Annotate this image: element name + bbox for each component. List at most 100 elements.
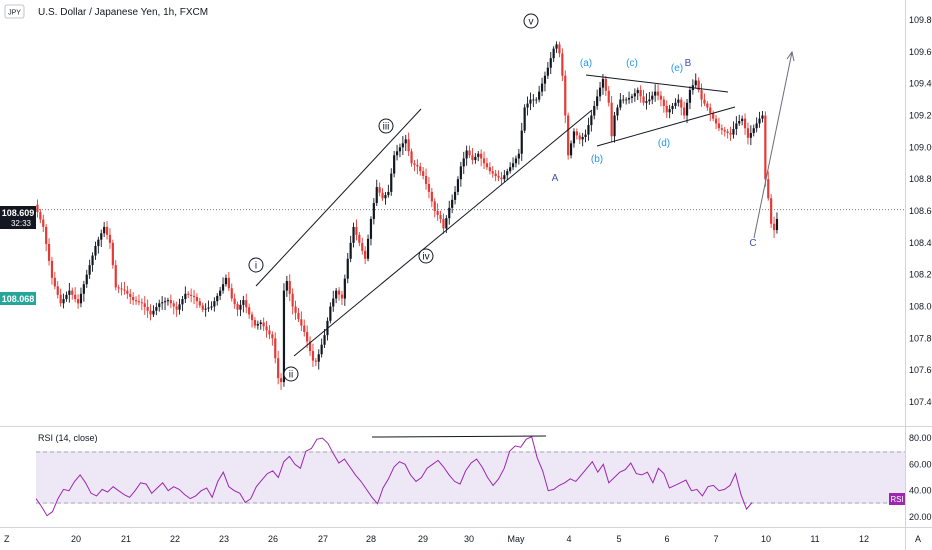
candle	[732, 121, 735, 139]
candle	[633, 88, 636, 102]
candle	[369, 216, 373, 246]
candle	[543, 71, 547, 92]
candle	[529, 92, 532, 111]
candle	[59, 288, 62, 307]
price-tick-label: 107.600	[909, 365, 932, 375]
rsi-series	[35, 435, 753, 517]
candle	[598, 81, 602, 102]
candle	[94, 241, 97, 260]
candle	[375, 179, 378, 207]
prev-level-tag: 108.068	[0, 292, 36, 305]
candle	[712, 110, 715, 122]
candle	[143, 296, 146, 315]
candle	[268, 325, 271, 340]
wave-a-label: (a)	[580, 58, 592, 69]
candle	[314, 357, 317, 367]
candle	[596, 89, 599, 110]
candle	[714, 115, 718, 129]
price-tick-label: 109.000	[909, 142, 932, 152]
candle	[36, 199, 39, 218]
candle	[555, 41, 558, 53]
candle	[758, 111, 761, 128]
candle	[306, 325, 309, 349]
candle	[677, 94, 680, 107]
price-tick-label: 107.800	[909, 333, 932, 343]
candle	[343, 274, 346, 306]
candle	[422, 167, 425, 180]
candle	[236, 301, 239, 317]
candle	[230, 283, 233, 302]
candle	[468, 145, 471, 159]
candle	[424, 168, 428, 190]
rsi-axis[interactable]: 80.00 60.00 40.00 20.00	[909, 433, 932, 522]
candle	[262, 317, 265, 331]
candle	[671, 103, 674, 115]
candle	[645, 93, 648, 110]
rsi-band	[36, 451, 905, 504]
candle	[274, 332, 277, 364]
candle	[384, 191, 387, 205]
candle	[74, 287, 77, 303]
candle	[198, 297, 201, 309]
candle	[538, 85, 541, 103]
candle	[517, 148, 520, 165]
candle	[546, 62, 549, 79]
candle	[184, 286, 187, 303]
candle	[575, 128, 578, 140]
channel-lower-line	[293, 109, 593, 357]
candle	[749, 125, 752, 146]
candle	[465, 145, 468, 166]
svg-text:v: v	[529, 17, 534, 28]
candle	[477, 151, 480, 162]
candle	[140, 298, 143, 310]
candle	[474, 153, 477, 164]
candle	[500, 171, 503, 186]
timezone-icon[interactable]: Z	[4, 534, 10, 544]
candle	[82, 280, 85, 302]
time-axis[interactable]: 20 21 22 23 26 27 28 29 30 May 4 5 6 7 10 11 12	[71, 534, 869, 544]
candle	[85, 269, 88, 288]
wave-A-label: A	[552, 173, 559, 184]
candle	[648, 92, 651, 105]
candle	[741, 115, 744, 126]
candle	[277, 350, 280, 385]
candle	[772, 216, 776, 238]
candle	[242, 295, 245, 313]
svg-text:iv: iv	[422, 252, 429, 263]
candle	[674, 98, 677, 109]
candle	[169, 294, 172, 309]
candle	[703, 93, 706, 106]
price-tick-label: 107.400	[909, 397, 932, 407]
projection-arrow	[753, 50, 795, 239]
candle	[53, 271, 56, 290]
triangle-lower-line	[596, 106, 736, 147]
candle	[593, 100, 596, 120]
candle	[561, 48, 564, 82]
price-tick-label: 108.600	[909, 206, 932, 216]
candle	[387, 184, 390, 198]
candle	[540, 77, 544, 97]
channel-upper-line	[255, 108, 422, 287]
time-tick-label: 20	[71, 534, 81, 544]
time-tick-label: 21	[121, 534, 131, 544]
wave-d-label: (d)	[658, 138, 670, 149]
candle	[62, 293, 65, 309]
candle	[419, 162, 422, 176]
price-axis[interactable]: 109.800 109.600 109.400 109.200 109.000 108.8…	[909, 15, 932, 407]
candle	[390, 168, 393, 196]
candle	[552, 46, 555, 62]
candle	[372, 198, 375, 225]
time-tick-label: 27	[318, 534, 328, 544]
symbol-badge[interactable]	[4, 4, 25, 19]
auto-scale-icon[interactable]: A	[915, 534, 921, 544]
candle	[378, 182, 381, 197]
wave-iv-label: iv	[418, 248, 434, 264]
price-tick-label: 109.800	[909, 15, 932, 25]
candle	[665, 100, 668, 118]
candle	[569, 140, 573, 159]
rsi-divergence-line	[371, 435, 547, 438]
time-tick-label: 22	[170, 534, 180, 544]
candle	[79, 287, 83, 308]
time-tick-label: 12	[859, 534, 869, 544]
